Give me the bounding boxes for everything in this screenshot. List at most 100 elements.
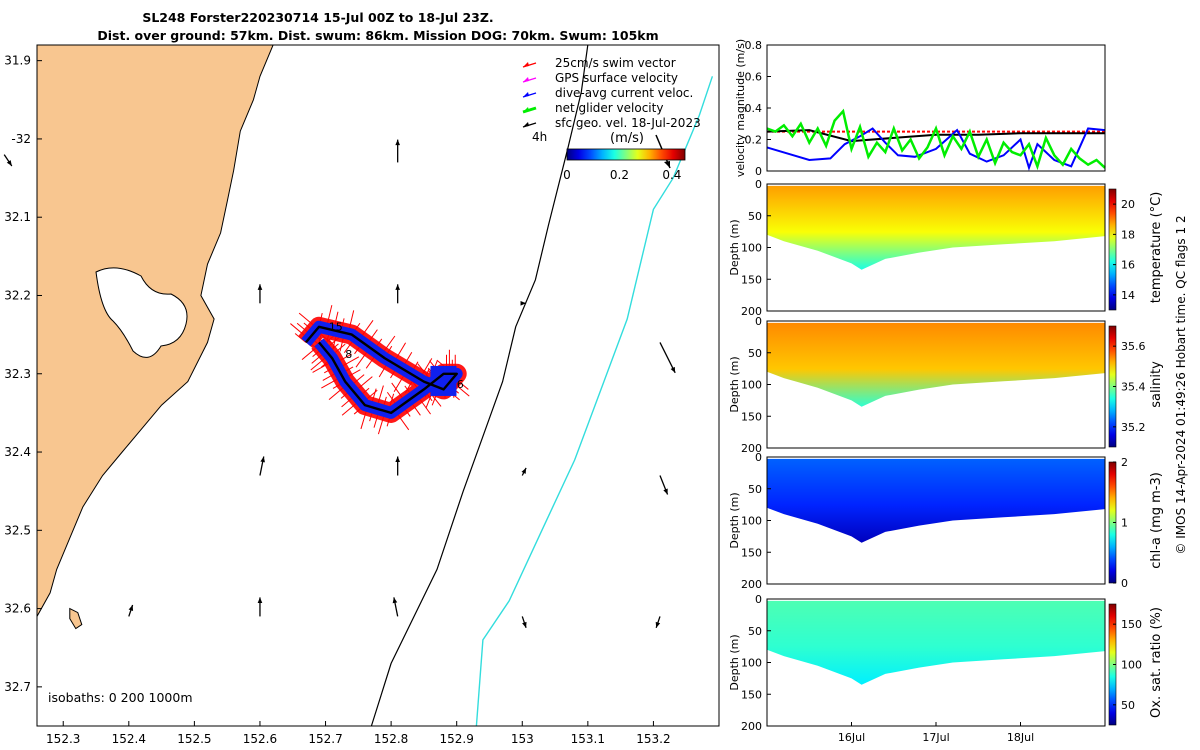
section-ytick-label: 0 [755, 593, 762, 606]
section-xtick-label: 16Jul [838, 731, 865, 744]
section-ylabel: Depth (m) [728, 356, 741, 412]
section-ytick-label: 200 [741, 442, 762, 455]
legend-label-0: 25cm/s swim vector [555, 56, 676, 70]
velocity-ytick-label: 0 [755, 165, 762, 178]
map-colorbar-tick: 0.2 [610, 168, 629, 182]
title-line-1: SL248 Forster220230714 15-Jul 00Z to 18-… [142, 10, 493, 25]
map-xtick-label: 152.4 [112, 732, 146, 746]
section-ytick-label: 150 [741, 410, 762, 423]
section-colorbar-label: Ox. sat. ratio (%) [1149, 607, 1164, 718]
section-ylabel: Depth (m) [728, 634, 741, 690]
section-ytick-label: 50 [748, 210, 762, 223]
velocity-ytick-label: 0.8 [745, 39, 763, 52]
map-colorbar-tick: 0 [563, 168, 571, 182]
legend-label-4: sfc geo. vel. 18-Jul-2023 [555, 116, 701, 130]
map-ytick-label: 32.4 [4, 445, 31, 459]
colorbar-tick-label: 150 [1121, 618, 1142, 631]
legend-label-3: net glider velocity [555, 101, 663, 115]
surface-vector-head-3 [395, 284, 401, 290]
section-ytick-label: 200 [741, 578, 762, 591]
section-ytick-label: 200 [741, 720, 762, 733]
legend-swatch-head-2 [523, 92, 529, 97]
map-frame [36, 44, 720, 727]
velocity-ytick-label: 0.4 [745, 102, 763, 115]
section-xtick-label: 17Jul [922, 731, 949, 744]
map-xtick-label: 152.5 [177, 732, 211, 746]
colorbar-tick-label: 35.2 [1121, 421, 1146, 434]
surface-vector-head-5 [670, 366, 676, 373]
legend-sfc-arrow-head [664, 161, 670, 168]
section-ytick-label: 150 [741, 273, 762, 286]
section-ytick-label: 0 [755, 178, 762, 191]
surface-vector-head-7 [395, 456, 401, 463]
colorbar-tick-label: 18 [1121, 228, 1135, 241]
surface-vector-head-14 [655, 621, 661, 628]
velocity-series [766, 108, 1106, 172]
surface-vector-head-10 [128, 605, 134, 611]
section-ytick-label: 100 [741, 515, 762, 528]
map-ytick-label: 32.5 [4, 523, 31, 537]
legend-label-1: GPS surface velocity [555, 71, 678, 85]
map-colorbar: 0 0.2 0.4 (m/s) [563, 131, 686, 182]
map-ytick-label: 32.1 [4, 210, 31, 224]
velocity-series-1 [766, 129, 1105, 143]
section-colorbar-label: salinity [1149, 361, 1164, 408]
map-colorbar-bar [566, 148, 686, 161]
surface-vector-head-1 [395, 139, 401, 146]
velocity-ytick-label: 0.6 [745, 71, 763, 84]
map-xtick-label: 153 [511, 732, 534, 746]
colorbar-tick-label: 100 [1121, 659, 1142, 672]
map-x-axis: 152.3 152.4 152.5 152.6 152.7 152.8 152.9 153 15… [46, 721, 671, 746]
section-ytick-label: 0 [755, 451, 762, 464]
section-data [767, 185, 1105, 270]
velocity-series-3 [766, 108, 1106, 171]
lake [95, 267, 188, 358]
track-label-15: 15 [329, 321, 343, 334]
surface-vector-head-13 [522, 621, 527, 628]
colorbar-tick-label: 16 [1121, 259, 1135, 272]
colorbar-tick-label: 50 [1121, 699, 1135, 712]
legend-swatch-head-4 [523, 122, 529, 127]
section-ytick-label: 200 [741, 305, 762, 318]
section-panel-salinity: 0 50 100 150 200 Depth (m) 35.2 35.4 35.6salinit… [728, 315, 1164, 455]
surface-vector-head-11 [257, 597, 263, 603]
colorbar-tick-label: 20 [1121, 198, 1135, 211]
map-ytick-label: 32.7 [4, 680, 31, 694]
surface-vector-head-8 [521, 467, 527, 474]
isobath-label: isobaths: 0 200 1000m [48, 690, 193, 705]
section-panel-chl-a: 0 50 100 150 200 Depth (m) 0 1 2 chl-a (mg m-3) [728, 451, 1164, 591]
surface-vector-head-2 [257, 284, 263, 290]
legend-swatch-head-1 [523, 77, 529, 82]
section-panel-oxygen: 0 50 100 150 200 Depth (m) 50 100 150 Ox. sat. ra… [728, 593, 1164, 744]
section-ylabel: Depth (m) [728, 219, 741, 275]
swim-vector [294, 333, 307, 343]
track-label-6: 6 [457, 378, 464, 391]
section-ytick-label: 50 [748, 483, 762, 496]
section-ytick-label: 0 [755, 315, 762, 328]
map-xtick-label: 153.2 [636, 732, 670, 746]
velocity-ytick-label: 0.2 [745, 134, 763, 147]
velocity-series-2 [766, 127, 1106, 172]
legend-label-2: dive-avg current veloc. [555, 86, 693, 100]
map-y-axis: 31.9 -32 32.1 32.2 32.3 32.4 32.5 32.6 32.7 [4, 54, 42, 694]
island [69, 607, 83, 630]
legend-swatch-head-3 [523, 107, 529, 112]
map-xtick-label: 153.1 [571, 732, 605, 746]
isobath-1000m [475, 76, 714, 727]
section-data [767, 600, 1105, 685]
map-xtick-label: 152.9 [440, 732, 474, 746]
section-colorbar [1108, 188, 1117, 311]
section-ytick-label: 50 [748, 347, 762, 360]
section-panel-temperature: 0 50 100 150 200 Depth (m) 14 16 18 20 temperature… [728, 178, 1164, 318]
glider-track [304, 325, 458, 415]
colorbar-tick-label: 2 [1121, 456, 1128, 469]
colorbar-tick-label: 35.6 [1121, 340, 1146, 353]
surface-vector-head-0 [6, 160, 12, 166]
section-xtick-label: 18Jul [1007, 731, 1034, 744]
section-ytick-label: 100 [741, 242, 762, 255]
velocity-panel: 0 0.2 0.4 0.6 0.8 velocity magnitude (m/s) [734, 39, 1106, 178]
